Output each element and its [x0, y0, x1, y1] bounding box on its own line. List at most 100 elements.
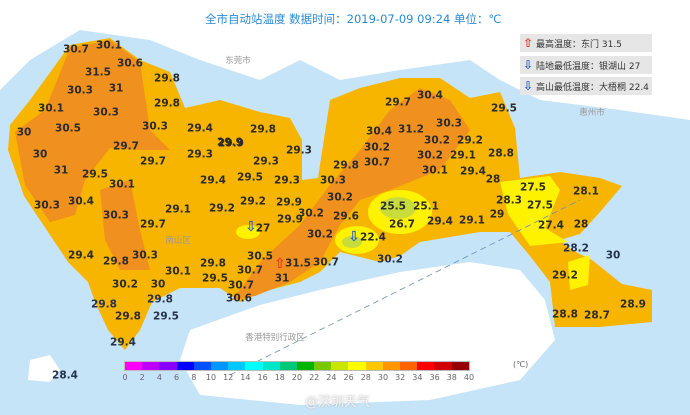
- station-temperature: 29.8: [154, 97, 180, 110]
- color-scale-tick: 24: [326, 373, 337, 382]
- boundary-line: [229, 199, 581, 376]
- station-temperature: 29.8: [147, 293, 173, 306]
- max-temp-marker-icon: ⇧: [274, 256, 286, 272]
- station-temperature: 29.1: [459, 214, 485, 227]
- color-scale-swatch: [365, 362, 383, 370]
- station-temperature: 29.8: [154, 72, 180, 85]
- mountain-min-temp-marker-icon: ⇩: [348, 229, 360, 245]
- station-temperature: 31.2: [398, 123, 424, 136]
- color-scale-swatch: [142, 362, 160, 370]
- station-temperature: 29.7: [140, 155, 166, 168]
- color-scale-tick: 18: [274, 373, 285, 382]
- map-title: 全市自动站温度 数据时间：2019-07-09 09:24 单位：℃: [205, 12, 502, 26]
- station-temperature: 31: [274, 272, 290, 285]
- color-scale-tick: 6: [174, 373, 180, 382]
- station-temperature: 27.4: [538, 219, 564, 232]
- color-scale-tick: 40: [463, 373, 475, 382]
- station-temperature: 30.2: [377, 253, 403, 266]
- station-temperature: 30.3: [93, 106, 119, 119]
- station-temperature: 29.7: [385, 96, 411, 109]
- station-temperature: 30.2: [424, 134, 450, 147]
- station-temperature: 29.3: [286, 144, 312, 157]
- color-scale-swatch: [262, 362, 280, 370]
- color-scale-tick: 28: [360, 373, 371, 382]
- color-scale-swatch: [176, 362, 194, 370]
- station-temperature: 27.5: [527, 199, 553, 212]
- station-temperature: 30: [16, 126, 32, 139]
- hot-zone-west: [15, 40, 170, 222]
- place-label: 惠州市: [579, 108, 605, 118]
- station-temperature: 29.3: [187, 148, 213, 161]
- color-scale-swatch: [434, 362, 452, 370]
- station-temperature: 29.8: [103, 255, 129, 268]
- station-temperature: 28: [573, 218, 589, 231]
- station-temperature: 28.9: [620, 298, 646, 311]
- station-temperature: 30.5: [247, 250, 273, 263]
- station-temperature: 30.3: [67, 84, 93, 97]
- station-temperature: 30.6: [117, 57, 143, 70]
- color-scale-tick: 8: [191, 373, 197, 382]
- station-temperature: 30.7: [364, 156, 390, 169]
- island: [28, 355, 60, 382]
- station-temperature: 29.5: [202, 272, 228, 285]
- station-temperature: 30.1: [96, 39, 122, 52]
- legend-mountain-min-temp: ⇩ 高山最低温度：大梧桐 22.4: [520, 77, 652, 95]
- station-temperature: 26.7: [389, 218, 415, 231]
- color-scale-tick: 38: [446, 373, 457, 382]
- legend-max-temp: ⇧ 最高温度：东门 31.5: [520, 34, 652, 52]
- station-temperature: 29: [489, 208, 505, 221]
- station-temperature: 30.4: [417, 89, 443, 102]
- station-temperature: 29.4: [200, 174, 226, 187]
- color-scale-tick: 34: [412, 373, 423, 382]
- color-scale-swatch: [314, 362, 332, 370]
- station-temperature: 29.7: [113, 140, 139, 153]
- station-temperature: 30.6: [226, 292, 252, 305]
- station-temperature: 29.4: [110, 336, 136, 349]
- color-scale-tick: 36: [429, 373, 440, 382]
- color-scale-tick: 14: [240, 373, 251, 382]
- station-temperature: 29.7: [140, 218, 166, 231]
- station-temperature: 29.5: [491, 102, 517, 115]
- color-scale-swatch: [125, 362, 143, 370]
- station-temperature: 29.2: [457, 134, 483, 147]
- color-scale-swatch: [451, 362, 469, 370]
- station-temperature: 30: [605, 249, 621, 262]
- down-arrow-icon: ⇩: [523, 79, 534, 93]
- station-temperature: 29.8: [333, 159, 359, 172]
- station-temperature: 29.5: [153, 310, 179, 323]
- hot-zone-east: [232, 88, 470, 300]
- station-temperature: 29.9: [218, 137, 244, 150]
- color-scale-swatch: [382, 362, 400, 370]
- station-temperature: 28.7: [584, 309, 610, 322]
- color-scale-tick: 10: [205, 373, 217, 382]
- station-temperature: 29.9: [277, 213, 303, 226]
- land-min-temp-marker-icon: ⇩: [245, 219, 257, 235]
- station-temperature: 30: [32, 148, 48, 161]
- color-scale-bar: [124, 361, 470, 371]
- station-temperature: 29.6: [333, 210, 359, 223]
- station-temperature: 29.2: [209, 202, 235, 215]
- station-temperature: 29.8: [91, 298, 117, 311]
- place-label: 南山区: [165, 236, 191, 246]
- station-temperature: 30.4: [68, 195, 94, 208]
- station-temperature: 31.5: [285, 257, 311, 270]
- color-scale-swatch: [417, 362, 435, 370]
- land-north: [0, 0, 690, 120]
- watermark: @深圳天气: [305, 395, 371, 410]
- station-temperature: 28.8: [488, 147, 514, 160]
- station-temperature: 28.2: [563, 242, 589, 255]
- station-temperature: 28.4: [52, 369, 78, 382]
- station-temperature: 22.4: [360, 231, 386, 244]
- station-temperature: 27: [255, 222, 271, 235]
- color-scale-unit: (℃): [513, 360, 529, 369]
- color-scale-tick: 4: [156, 373, 162, 382]
- station-temperature: 29.2: [552, 269, 578, 282]
- cool-zone-east: [500, 176, 568, 246]
- station-temperature: 30.3: [320, 174, 346, 187]
- station-temperature: 27.5: [520, 181, 546, 194]
- station-temperature: 30.2: [327, 191, 353, 204]
- station-temperature: 25.1: [413, 200, 439, 213]
- station-temperature: 29.8: [200, 257, 226, 270]
- color-scale-tick: 16: [257, 373, 268, 382]
- station-temperature: 30.7: [228, 279, 254, 292]
